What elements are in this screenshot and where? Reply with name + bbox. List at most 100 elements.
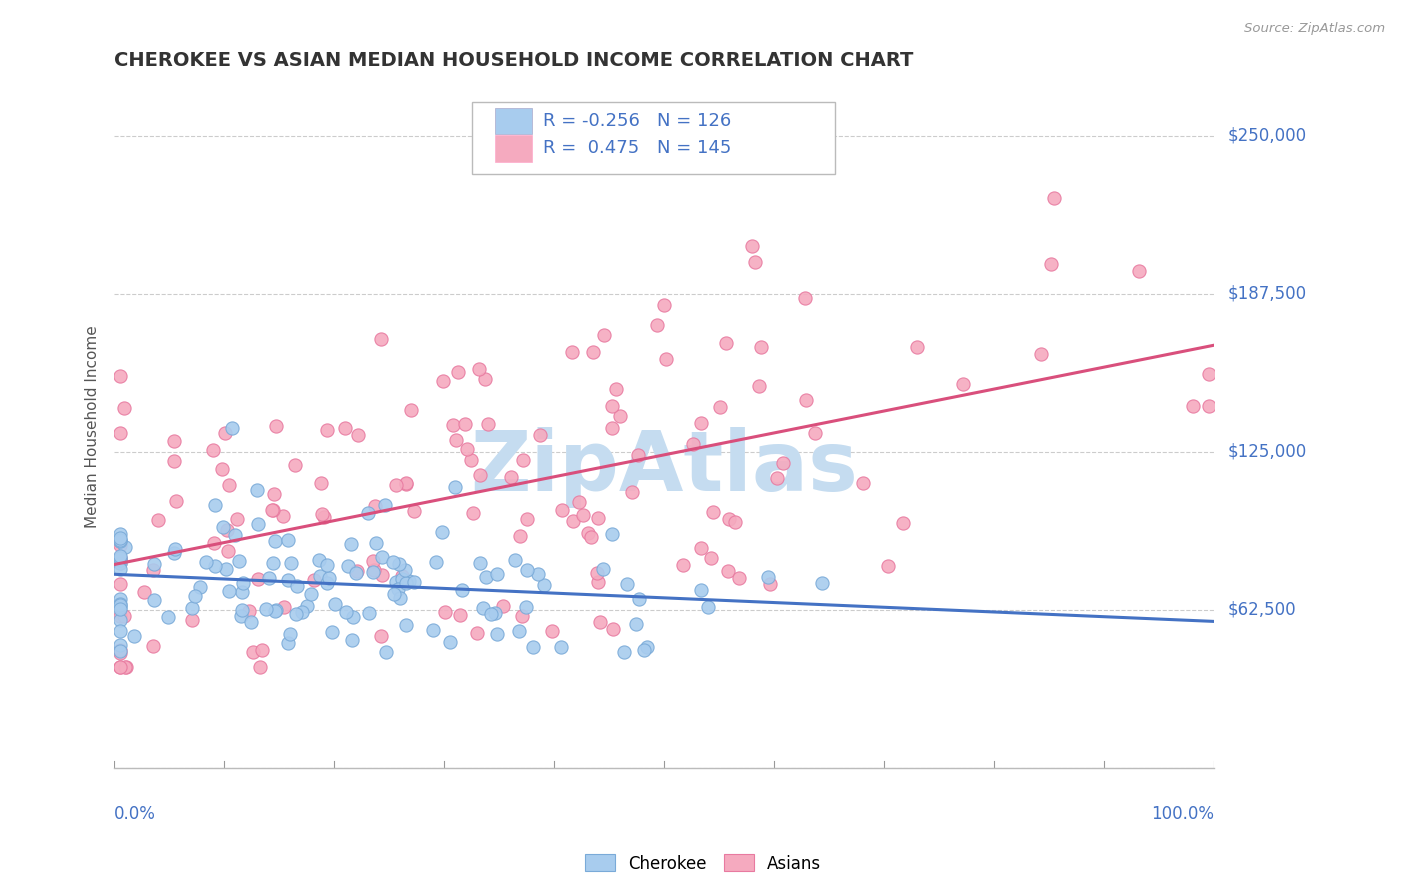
Point xyxy=(1181,399,1204,413)
Point xyxy=(550,640,572,654)
Point xyxy=(430,524,453,539)
Point xyxy=(273,600,295,615)
Point xyxy=(387,582,409,596)
Point xyxy=(609,409,631,423)
Point xyxy=(600,421,623,435)
Y-axis label: Median Household Income: Median Household Income xyxy=(86,325,100,528)
Point xyxy=(404,575,426,590)
Point xyxy=(318,571,340,585)
Point xyxy=(492,599,515,614)
Point xyxy=(254,602,277,616)
Text: R =  0.475: R = 0.475 xyxy=(543,139,640,157)
Point xyxy=(231,585,253,599)
Point xyxy=(231,603,253,617)
Point xyxy=(690,583,713,598)
Point xyxy=(114,659,136,673)
Point xyxy=(277,533,299,547)
Point xyxy=(108,646,131,660)
Point xyxy=(371,549,394,564)
Point xyxy=(262,503,284,517)
Point xyxy=(551,503,574,517)
Point xyxy=(441,418,464,433)
Point xyxy=(108,550,131,565)
Point xyxy=(395,617,418,632)
FancyBboxPatch shape xyxy=(495,108,533,135)
Point xyxy=(262,503,284,517)
Point xyxy=(245,483,267,497)
Point xyxy=(295,599,318,613)
Point xyxy=(370,332,392,346)
Point xyxy=(425,555,447,569)
Point xyxy=(447,365,470,379)
Point xyxy=(211,462,233,476)
Point xyxy=(399,402,422,417)
Point xyxy=(804,425,827,440)
Point xyxy=(718,512,741,526)
Point xyxy=(579,530,602,544)
Point xyxy=(361,565,384,579)
Point xyxy=(626,448,648,462)
Point xyxy=(278,627,301,641)
Point xyxy=(794,291,817,305)
Point xyxy=(765,471,787,485)
Text: R = -0.256: R = -0.256 xyxy=(543,112,640,130)
Point xyxy=(308,553,330,567)
Point xyxy=(621,485,644,500)
Point xyxy=(309,569,332,583)
Point xyxy=(163,546,186,560)
Point xyxy=(108,642,131,657)
Point xyxy=(586,566,609,580)
Point xyxy=(592,562,614,576)
Point xyxy=(247,573,270,587)
Point xyxy=(228,554,250,568)
Point xyxy=(340,537,363,551)
Text: $250,000: $250,000 xyxy=(1227,127,1306,145)
Point xyxy=(266,418,288,433)
Point xyxy=(690,416,713,430)
Point xyxy=(357,606,380,620)
Point xyxy=(316,575,339,590)
Point xyxy=(165,541,187,556)
Point xyxy=(184,589,207,603)
Point xyxy=(112,609,135,624)
Point xyxy=(108,368,131,383)
Point xyxy=(312,510,335,524)
Point xyxy=(108,638,131,652)
Point xyxy=(188,580,211,594)
Point xyxy=(460,452,482,467)
Point xyxy=(264,533,287,548)
Point xyxy=(794,393,817,408)
Point xyxy=(108,531,131,545)
Point xyxy=(398,574,420,588)
Point xyxy=(561,344,583,359)
Point xyxy=(589,615,612,630)
Point xyxy=(231,608,253,623)
Point xyxy=(709,400,731,414)
Point xyxy=(512,453,534,467)
Point xyxy=(143,592,166,607)
Point xyxy=(508,624,530,638)
Point xyxy=(204,559,226,574)
Point xyxy=(474,372,496,386)
Point xyxy=(446,433,468,447)
Point xyxy=(108,613,131,627)
Text: $62,500: $62,500 xyxy=(1227,600,1296,619)
Point xyxy=(277,573,299,587)
Point xyxy=(562,514,585,528)
Point xyxy=(263,604,285,618)
Point xyxy=(602,622,624,636)
Point xyxy=(108,591,131,606)
Point xyxy=(1198,368,1220,382)
Point xyxy=(333,420,356,434)
Point xyxy=(522,640,544,654)
Point xyxy=(108,644,131,658)
Point xyxy=(395,476,418,491)
Point xyxy=(485,566,508,581)
Text: CHEROKEE VS ASIAN MEDIAN HOUSEHOLD INCOME CORRELATION CHART: CHEROKEE VS ASIAN MEDIAN HOUSEHOLD INCOM… xyxy=(114,51,914,70)
Point xyxy=(461,506,484,520)
Point xyxy=(342,610,364,624)
Point xyxy=(655,351,678,366)
Point xyxy=(218,584,240,599)
Point xyxy=(382,587,405,601)
Point xyxy=(1042,191,1064,205)
